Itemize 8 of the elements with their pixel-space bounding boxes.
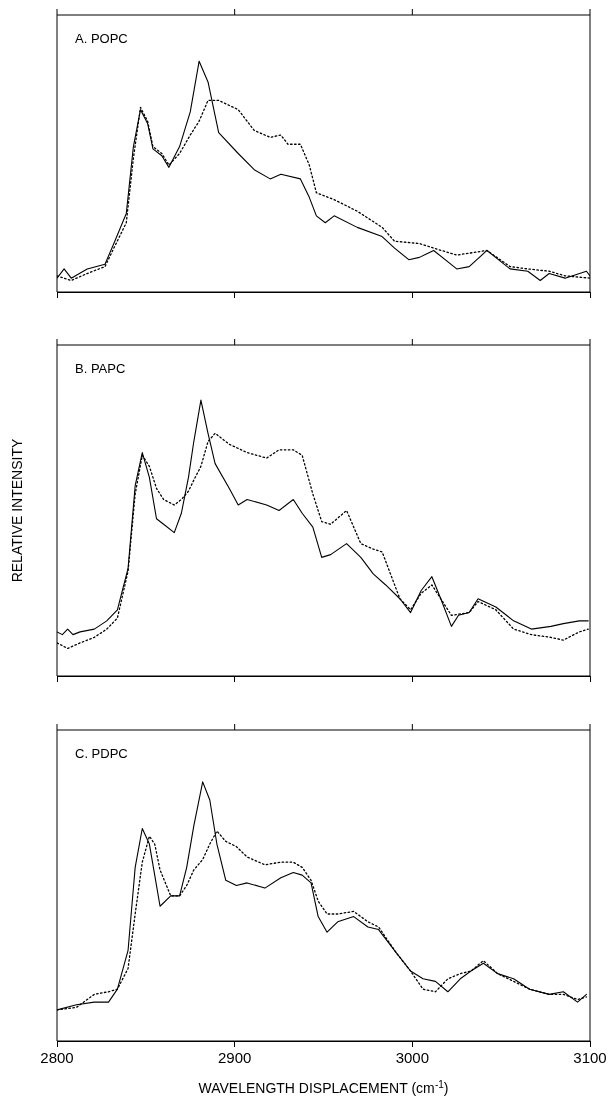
chart-title: A. POPC — [75, 31, 128, 46]
x-tick-label: 3100 — [573, 1049, 607, 1067]
x-tick-label: 2800 — [40, 1049, 74, 1067]
chart-title: C. PDPC — [75, 746, 128, 761]
x-tick-label: 2900 — [217, 1049, 252, 1067]
y-axis-title: RELATIVE INTENSITY — [9, 438, 25, 583]
x-tick-label: 3000 — [395, 1049, 430, 1067]
chart-title: B. PAPC — [75, 361, 126, 376]
